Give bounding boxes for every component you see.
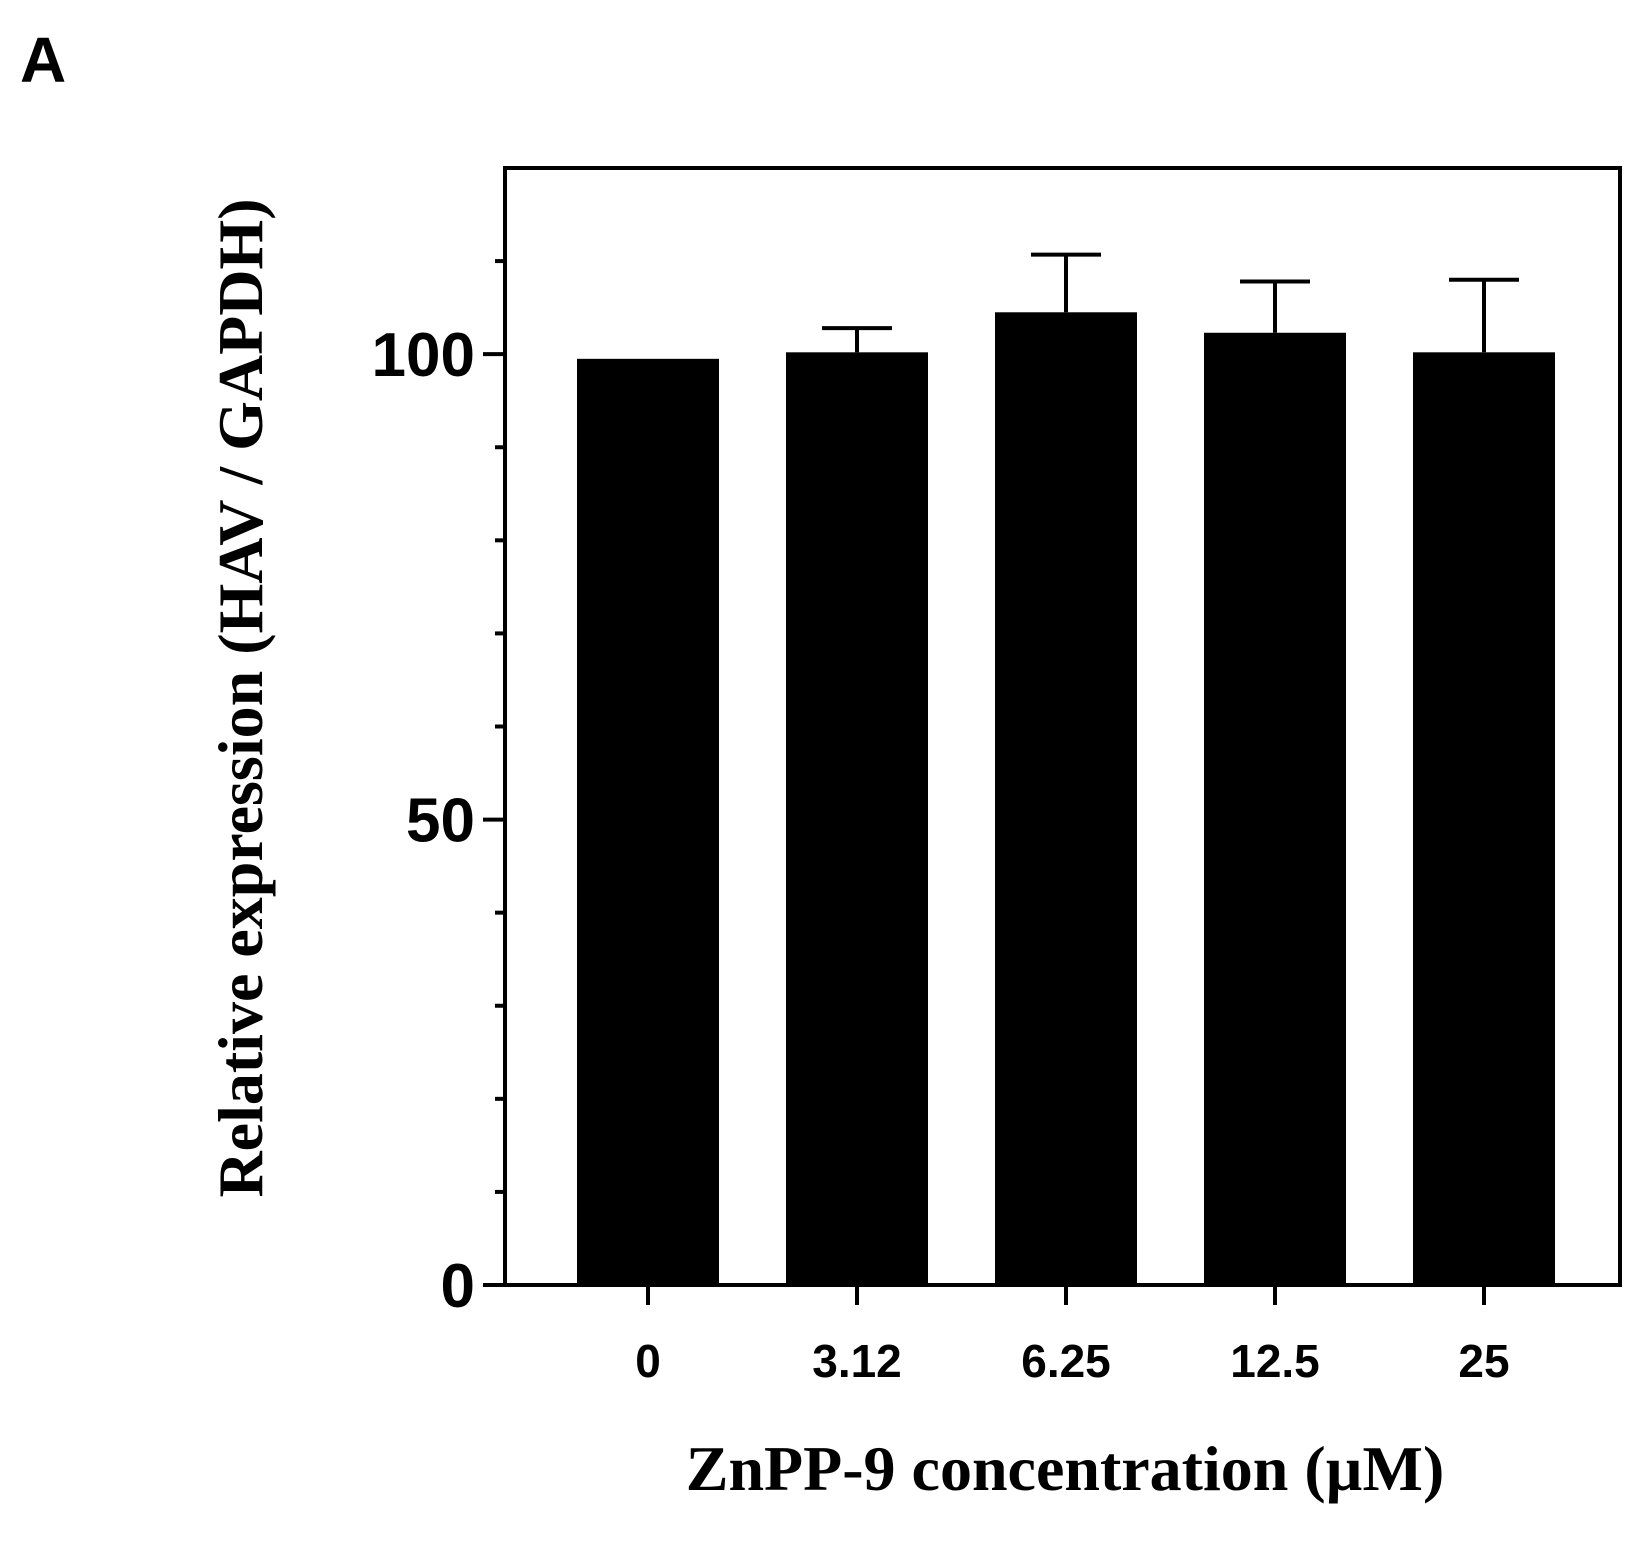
x-tick-label: 25 [1458,1335,1509,1387]
y-tick-label: 50 [406,787,475,856]
error-bars [822,252,1519,353]
x-tick-label: 12.5 [1230,1335,1320,1387]
bar [995,312,1137,1285]
y-axis-title: Relative expression (HAV / GAPDH) [205,198,276,1197]
x-axis-title: ZnPP-9 concentration (µM) [686,1433,1445,1504]
bar [1413,352,1555,1285]
bar [577,358,719,1286]
y-tick-label: 0 [441,1252,475,1321]
panel-label: A [20,24,66,96]
bar [786,352,928,1285]
y-tick-labels: 0 50 100 [372,321,475,1321]
y-major-ticks [483,352,505,1287]
x-tick-label: 0 [635,1335,661,1387]
y-tick-label: 100 [372,321,475,390]
x-ticks [646,1285,1486,1305]
y-minor-ticks [495,259,505,1194]
x-tick-label: 3.12 [812,1335,902,1387]
x-tick-labels: 0 3.12 6.25 12.5 25 [635,1335,1509,1387]
x-tick-label: 6.25 [1021,1335,1111,1387]
bars [577,312,1555,1286]
bar [1204,332,1346,1285]
